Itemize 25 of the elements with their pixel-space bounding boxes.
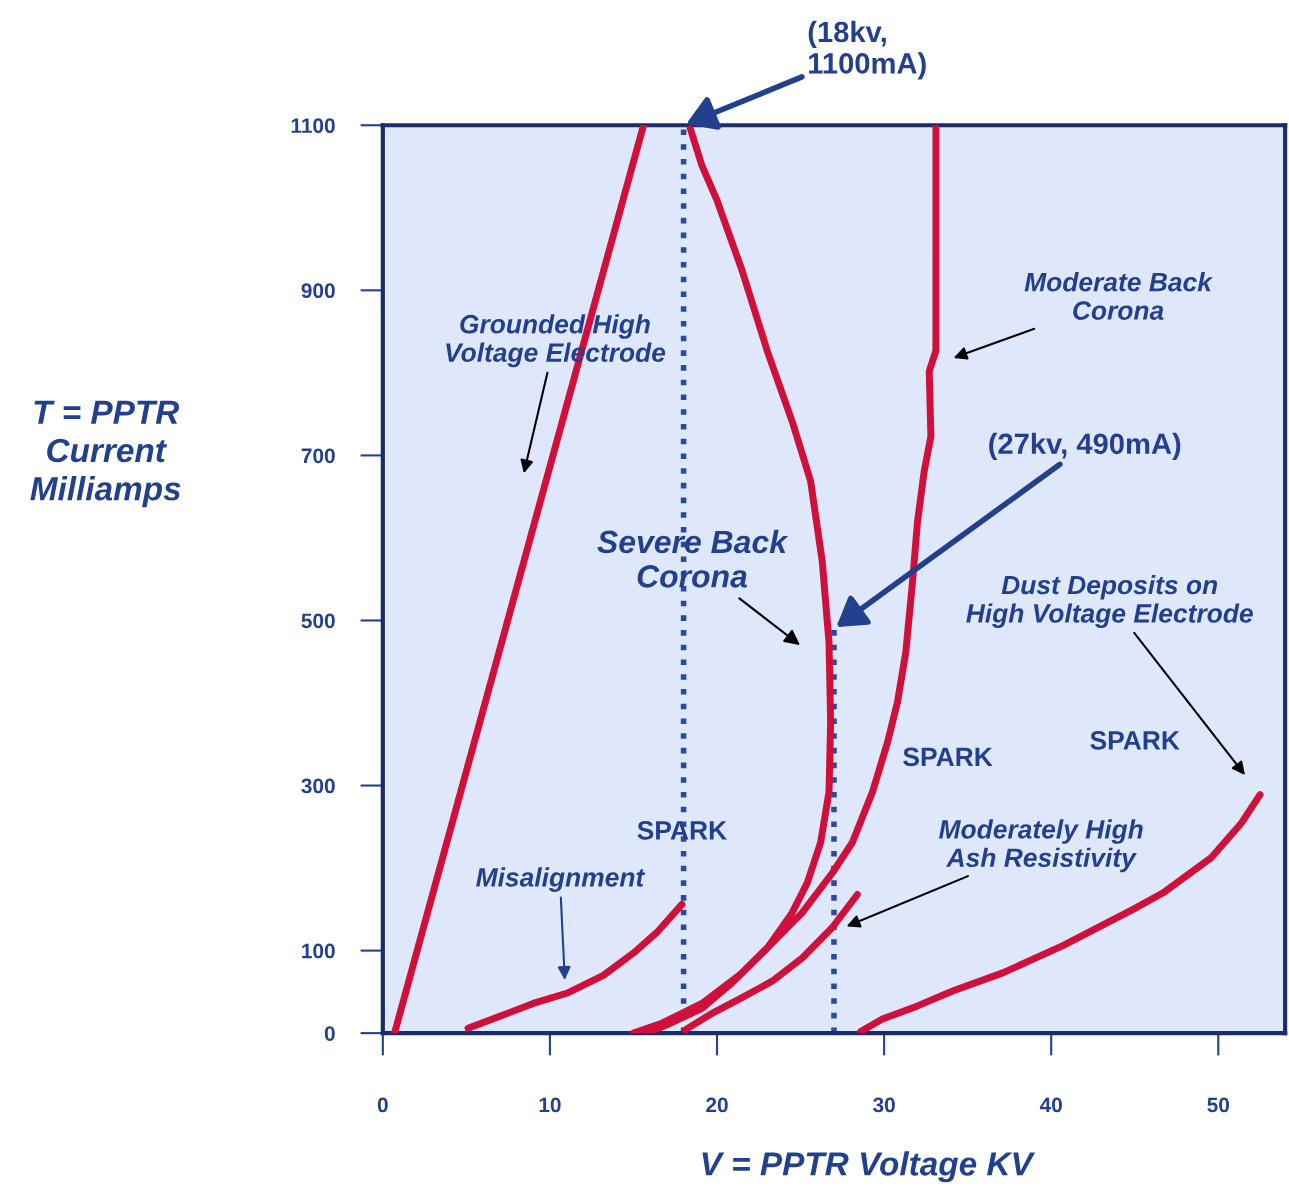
y-tick-label: 100 xyxy=(302,943,335,959)
x-tick-label: 20 xyxy=(706,1097,728,1113)
x-tick-label: 40 xyxy=(1039,1097,1062,1113)
annotation: Dust Deposits on High Voltage Electrode xyxy=(966,574,1253,628)
y-tick-label: 900 xyxy=(301,283,335,299)
y-tick-label: 500 xyxy=(301,613,335,629)
x-tick-label: 0 xyxy=(377,1097,388,1113)
y-tick-label: 300 xyxy=(301,778,335,794)
annotation: (27kv, 490mA) xyxy=(989,432,1181,460)
y-tick-label: 700 xyxy=(301,448,335,464)
annotation: SPARK xyxy=(903,747,993,767)
x-tick-label: 50 xyxy=(1207,1097,1230,1113)
y-tick-label: 1100 xyxy=(291,118,335,134)
x-axis-title: V = PPTR Voltage KV xyxy=(702,1151,1036,1183)
annotation: SPARK xyxy=(637,820,727,840)
annotation: Misalignment xyxy=(476,867,646,892)
x-tick-label: 10 xyxy=(539,1097,561,1113)
x-tick-label: 30 xyxy=(873,1097,895,1113)
annotation: Severe Back Corona xyxy=(597,529,789,588)
annotation: Moderate Back Corona xyxy=(1024,272,1213,320)
annotation: (18kv, 1100mA) xyxy=(808,20,926,80)
y-tick-label: 0 xyxy=(324,1026,335,1041)
annotation: Moderately High Ash Resistivity xyxy=(939,819,1143,873)
y-axis-title: T = PPTR Current Milliamps xyxy=(30,400,181,508)
annotation: SPARK xyxy=(1090,731,1180,750)
